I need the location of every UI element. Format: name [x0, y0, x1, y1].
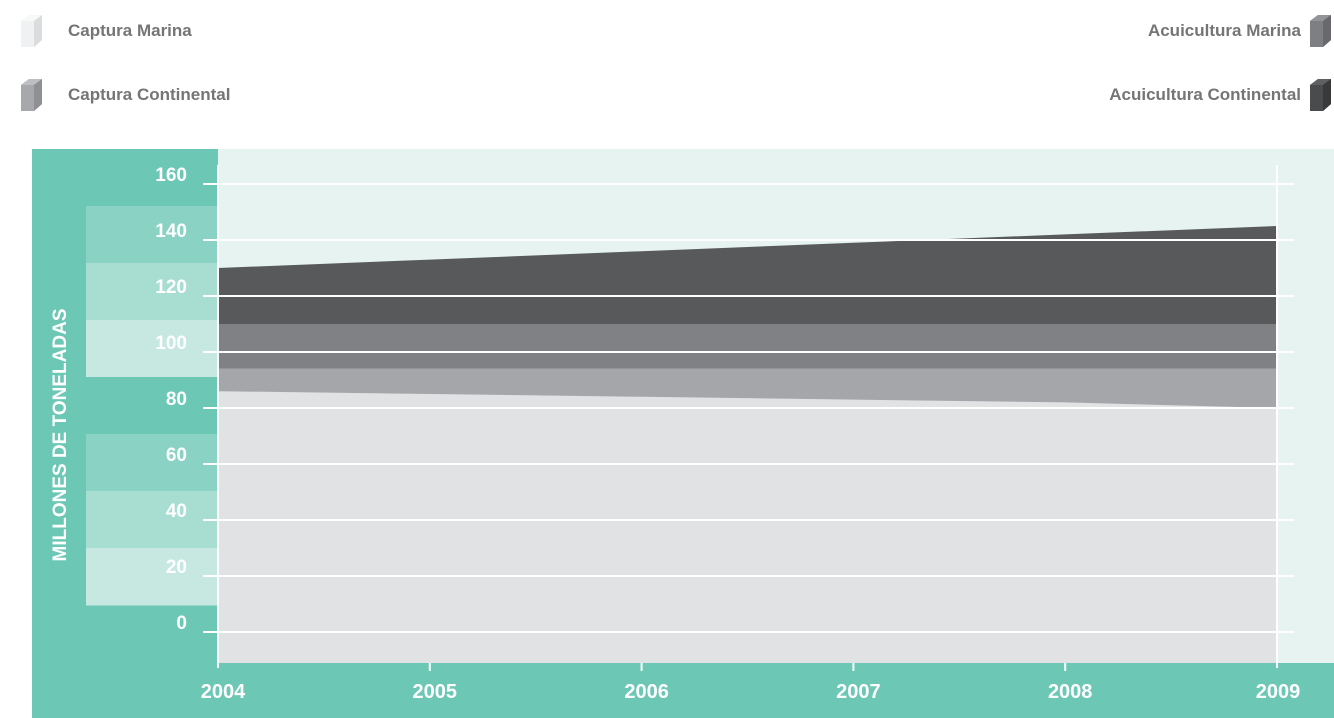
y-axis-band — [86, 434, 218, 492]
x-tick-label: 2004 — [201, 681, 246, 703]
cube-icon-mid — [21, 79, 42, 111]
area-series-acuicultura-continental — [218, 226, 1277, 324]
x-tick-label: 2005 — [413, 681, 458, 703]
y-axis-band — [86, 548, 218, 606]
y-tick-label: 100 — [155, 333, 187, 354]
legend-acuicultura-marina: Acuicultura Marina — [1148, 15, 1334, 47]
y-axis-bands — [86, 149, 218, 606]
x-tick-label: 2009 — [1256, 681, 1301, 703]
x-tick-label: 2006 — [624, 681, 669, 703]
legend-label-acuicultura-marina: Acuicultura Marina — [1147, 21, 1301, 40]
y-tick-label: 140 — [155, 221, 187, 242]
cube-icon-light — [21, 15, 42, 47]
y-tick-labels: 0 20 40 60 80 100 120 140 160 — [155, 165, 187, 634]
area-series-group — [218, 226, 1277, 663]
legend-acuicultura-continental: Acuicultura Continental — [1109, 79, 1334, 111]
cube-icon-darkest — [1310, 79, 1331, 111]
area-series-captura-marina — [218, 391, 1277, 663]
cube-icon-dark — [1310, 15, 1331, 47]
legend-captura-continental: Captura Continental — [18, 79, 230, 111]
y-tick-label: 40 — [166, 501, 187, 522]
y-axis-band — [86, 149, 218, 207]
legend-label-captura-marina: Captura Marina — [68, 21, 192, 40]
x-tick-label: 2008 — [1048, 681, 1093, 703]
y-axis-band — [86, 491, 218, 549]
y-tick-label: 80 — [166, 389, 187, 410]
y-tick-label: 60 — [166, 445, 187, 466]
y-axis-band — [86, 206, 218, 264]
x-tick-labels: 2004 2005 2006 2007 2008 2009 — [201, 681, 1301, 703]
y-tick-label: 0 — [176, 613, 187, 634]
legend-captura-marina: Captura Marina — [18, 15, 192, 47]
area-series-acuicultura-marina — [218, 324, 1277, 369]
y-axis-label: MILLONES DE TONELADAS — [50, 309, 71, 562]
y-tick-label: 160 — [155, 165, 187, 186]
y-tick-label: 20 — [166, 557, 187, 578]
x-tick-label: 2007 — [836, 681, 881, 703]
y-tick-label: 120 — [155, 277, 187, 298]
gridlines — [203, 165, 1294, 671]
y-axis-band — [86, 263, 218, 321]
y-axis-band — [86, 320, 218, 378]
legend-label-acuicultura-continental: Acuicultura Continental — [1109, 85, 1301, 104]
y-axis-band — [86, 377, 218, 435]
area-series-captura-continental — [218, 368, 1277, 408]
legend-label-captura-continental: Captura Continental — [68, 85, 231, 104]
